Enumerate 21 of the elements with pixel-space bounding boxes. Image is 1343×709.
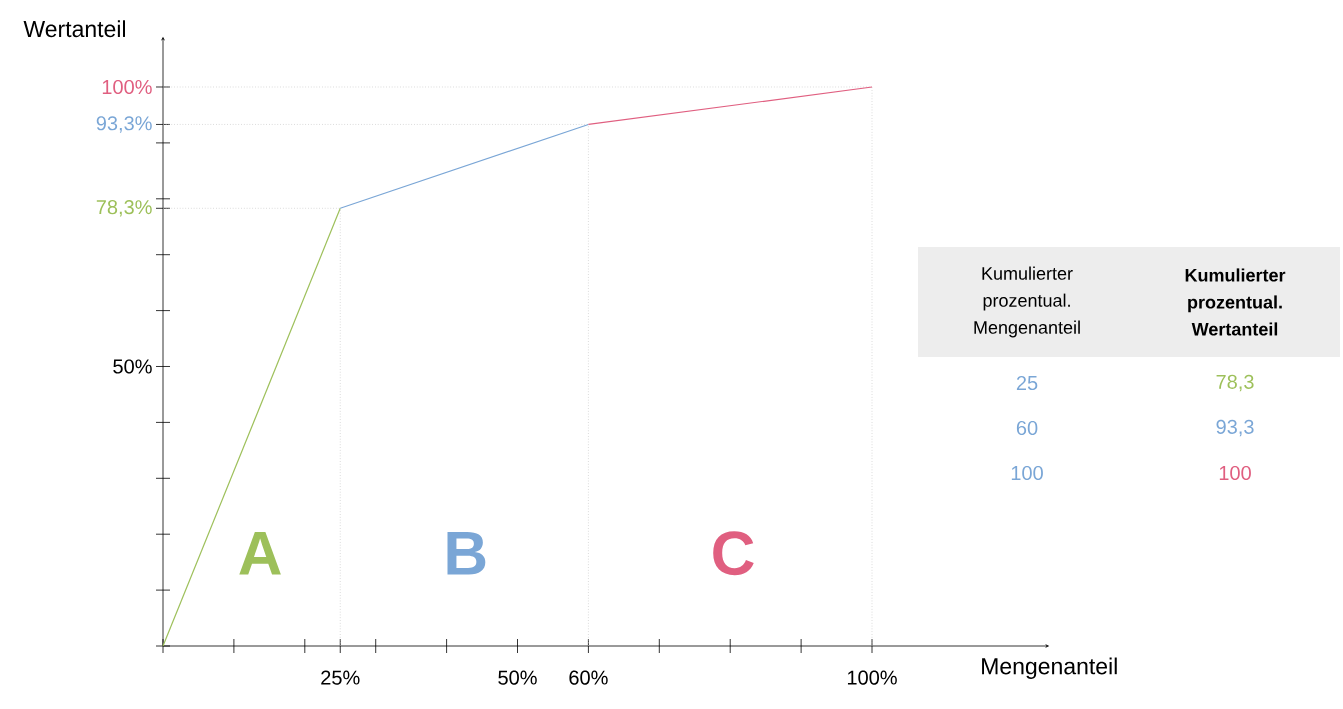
text: 100 bbox=[1219, 465, 1251, 481]
annotation: C bbox=[713, 531, 754, 576]
y-tick-label: 100% bbox=[102, 79, 152, 95]
annotation: 60 bbox=[1016, 420, 1038, 436]
y-tick-label: 78,3% bbox=[96, 200, 152, 217]
x-tick-label: 100% bbox=[847, 670, 897, 685]
annotation: Kumulierter prozentual. Mengenanteil bbox=[974, 266, 1080, 338]
annotation: 25 bbox=[1016, 375, 1038, 391]
x-tick-label: 50% bbox=[498, 670, 537, 685]
x-axis-title: Mengenanteil bbox=[982, 657, 1117, 679]
annotation: B bbox=[447, 531, 486, 575]
text: 93,3 bbox=[1216, 419, 1254, 437]
x-tick-label: 60% bbox=[569, 670, 608, 685]
x-tick-label: 25% bbox=[321, 670, 360, 685]
annotation: 100 bbox=[1011, 465, 1043, 481]
text: 78,3 bbox=[1216, 374, 1254, 392]
y-tick-label: 50% bbox=[113, 359, 152, 374]
y-tick-label: 93,3% bbox=[96, 116, 152, 133]
text: Kumulierter prozentual. Wertanteil bbox=[1185, 268, 1286, 336]
y-axis-title: Wertanteil bbox=[23, 20, 126, 38]
annotation: A bbox=[239, 531, 281, 575]
